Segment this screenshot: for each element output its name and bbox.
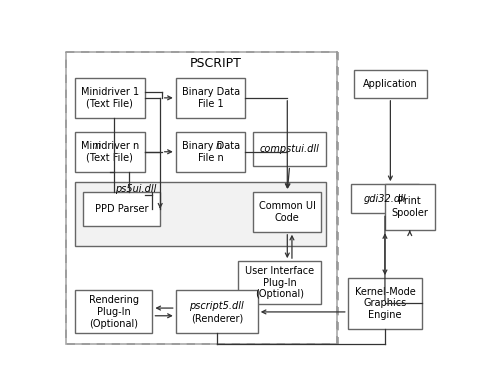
Text: n: n (95, 141, 102, 151)
Text: (Renderer): (Renderer) (191, 313, 243, 323)
Bar (176, 132, 245, 172)
Text: User Interface
Plug-In
(Optional): User Interface Plug-In (Optional) (245, 266, 314, 299)
Bar (238, 261, 322, 304)
Text: gdi32.dll: gdi32.dll (364, 194, 407, 204)
Bar (75, 78, 145, 118)
Text: PPD Parser: PPD Parser (95, 204, 148, 214)
Text: Rendering
Plug-In
(Optional): Rendering Plug-In (Optional) (89, 295, 139, 328)
Bar (385, 184, 434, 230)
Bar (75, 182, 326, 247)
Text: Application: Application (363, 79, 418, 89)
Text: ps5ui.dll: ps5ui.dll (115, 185, 156, 194)
Text: Minidriver 1
(Text File): Minidriver 1 (Text File) (81, 87, 139, 109)
Bar (253, 192, 322, 232)
Text: Binary Data
File n: Binary Data File n (182, 141, 240, 163)
Bar (253, 132, 326, 166)
Text: Minidriver n
(Text File): Minidriver n (Text File) (81, 141, 139, 163)
Bar (82, 192, 160, 226)
Bar (66, 52, 337, 344)
Text: Binary Data
File 1: Binary Data File 1 (182, 87, 240, 109)
Bar (351, 184, 419, 213)
Bar (176, 290, 258, 334)
Bar (66, 52, 337, 344)
Text: Common UI
Code: Common UI Code (259, 201, 316, 223)
Bar (354, 70, 427, 98)
Text: PSCRIPT: PSCRIPT (190, 58, 242, 71)
Text: compstui.dll: compstui.dll (260, 144, 320, 154)
Bar (176, 78, 245, 118)
Text: Print
Spooler: Print Spooler (391, 196, 428, 218)
Text: Kernel-Mode
Graphics
Engine: Kernel-Mode Graphics Engine (355, 287, 415, 320)
Bar (75, 290, 152, 334)
Text: n: n (215, 141, 222, 151)
Text: pscript5.dll: pscript5.dll (189, 301, 244, 311)
Bar (75, 132, 145, 172)
Bar (348, 278, 422, 329)
